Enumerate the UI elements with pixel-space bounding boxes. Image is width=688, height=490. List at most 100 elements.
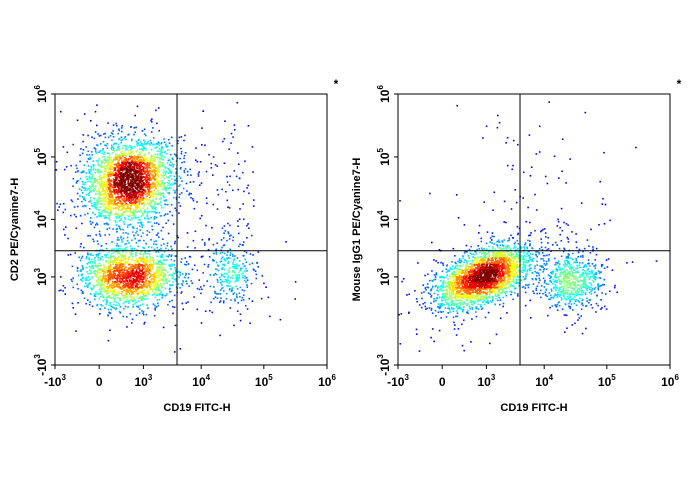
event-dot [126,289,128,291]
event-dot [145,313,148,316]
event-dot [107,285,109,288]
event-dot [115,262,117,264]
event-dot [454,255,456,257]
event-dot [454,324,456,326]
event-dot [87,150,89,153]
event-dot [231,289,233,291]
event-dot [248,227,250,229]
event-dot [114,259,117,262]
event-dot [517,232,519,235]
event-dot [170,258,173,261]
event-dot [216,297,219,300]
event-dot [540,296,542,299]
event-dot [138,297,140,299]
event-dot [119,214,121,217]
event-dot [118,215,120,217]
event-dot [103,175,105,178]
event-dot [161,165,164,167]
event-dot [236,288,239,290]
event-dot [602,197,604,200]
event-dot [184,152,187,154]
event-dot [97,164,100,167]
event-dot [89,199,92,202]
event-dot [122,144,125,147]
event-dot [110,255,112,257]
event-dot [118,149,121,151]
event-dot [236,263,238,266]
event-dot [125,279,128,282]
event-dot [429,192,431,195]
event-dot [590,304,592,306]
event-dot [144,141,146,143]
event-dot [160,274,162,276]
event-dot [530,232,532,234]
event-dot [134,146,136,148]
event-dot [97,181,99,184]
event-dot [80,243,82,245]
event-dot [582,250,584,253]
event-dot [447,312,449,314]
event-dot [142,312,144,314]
event-dot [112,297,114,299]
event-dot [104,193,106,196]
event-dot [144,163,147,165]
x-axis-title: CD19 FITC-H [163,402,230,414]
event-dot [76,192,79,195]
event-dot [114,251,116,254]
event-dot [124,144,126,147]
event-dot [238,264,240,267]
event-dot [139,151,141,154]
event-dot [147,178,150,180]
event-dot [166,213,169,215]
event-dot [114,219,116,222]
event-dot [124,181,127,183]
event-dot [116,149,119,151]
event-dot [146,159,149,162]
event-dot [505,221,507,224]
event-dot [154,279,156,282]
event-dot [128,182,130,184]
event-dot [139,172,142,174]
event-dot [120,235,123,238]
event-dot [120,258,122,260]
event-dot [174,190,176,192]
event-dot [528,134,531,136]
event-dot [470,341,472,343]
event-dot [134,175,136,177]
event-dot [101,305,104,307]
event-dot [171,214,174,217]
event-dot [212,174,214,176]
event-dot [141,257,143,259]
event-dot [111,190,113,193]
event-dot [114,281,116,283]
event-dot [148,151,150,154]
event-dot [83,297,86,300]
event-dot [595,311,597,313]
event-dot [246,286,249,288]
event-dot [142,261,145,264]
event-dot [109,156,112,159]
event-dot [517,143,519,146]
event-dot [172,164,175,166]
event-dot [140,151,142,154]
event-dot [112,171,115,174]
event-dot [137,293,139,295]
event-dot [196,201,198,203]
event-dot [155,186,157,188]
event-dot [94,150,97,152]
event-dot [99,165,102,168]
event-dot [141,148,144,150]
event-dot [92,262,94,264]
event-dot [112,260,114,262]
event-dot [136,276,138,279]
event-dot [126,194,129,197]
event-dot [161,162,163,164]
event-dot [119,259,121,262]
event-dot [151,225,153,227]
event-dot [94,295,97,298]
event-dot [133,170,136,173]
event-dot [101,152,103,155]
event-dot [108,274,110,276]
event-dot [142,191,144,194]
event-dot [237,279,239,281]
